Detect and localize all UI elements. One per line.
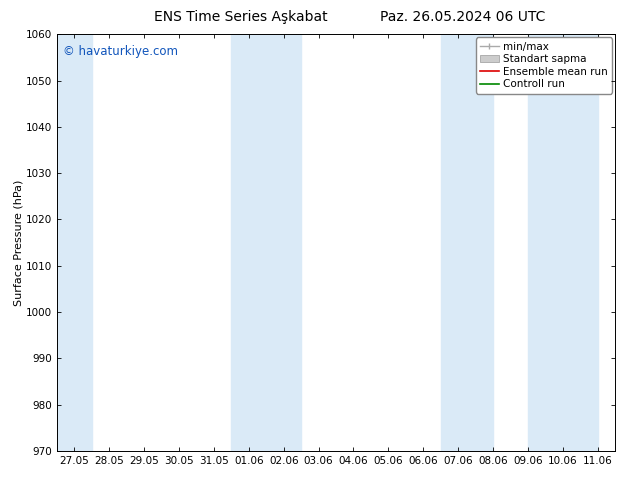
Text: © havaturkiye.com: © havaturkiye.com	[63, 45, 178, 58]
Bar	[441, 34, 493, 451]
Legend: min/max, Standart sapma, Ensemble mean run, Controll run: min/max, Standart sapma, Ensemble mean r…	[476, 37, 612, 94]
Text: ENS Time Series Aşkabat: ENS Time Series Aşkabat	[154, 10, 328, 24]
Bar	[57, 34, 92, 451]
Bar	[231, 34, 301, 451]
Text: Paz. 26.05.2024 06 UTC: Paz. 26.05.2024 06 UTC	[380, 10, 545, 24]
Y-axis label: Surface Pressure (hPa): Surface Pressure (hPa)	[13, 179, 23, 306]
Bar	[528, 34, 598, 451]
